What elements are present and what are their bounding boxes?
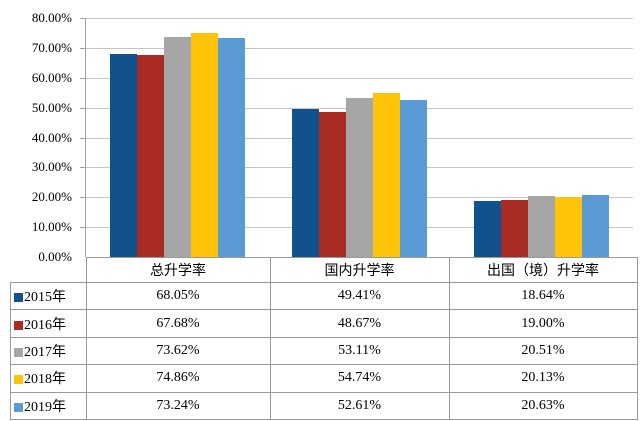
table-value-cell: 18.64% xyxy=(448,281,638,311)
bar-s2-c1 xyxy=(345,98,373,257)
table-row: 2015年 68.05% 49.41% 18.64% xyxy=(10,281,638,311)
y-axis-label: 10.00% xyxy=(31,219,72,235)
table-value-cell: 49.41% xyxy=(269,281,450,311)
bar-s1-c1 xyxy=(318,111,346,257)
axis-tick xyxy=(80,227,86,229)
table-value-cell: 68.05% xyxy=(85,281,271,311)
legend-series-label: 2018年 xyxy=(24,372,66,388)
y-axis-label: 40.00% xyxy=(31,129,72,145)
legend-swatch-icon xyxy=(14,293,23,303)
table-row: 2019年 73.24% 52.61% 20.63% xyxy=(10,391,638,421)
gridline xyxy=(86,77,633,79)
y-axis-label: 80.00% xyxy=(31,10,72,25)
legend-key-s0: 2015年 xyxy=(10,281,87,311)
table-row: 2018年 74.86% 54.74% 20.13% xyxy=(10,364,638,393)
table-corner-cell xyxy=(11,258,87,283)
bar-s1-c0 xyxy=(136,54,164,257)
table-value-cell: 48.67% xyxy=(269,309,450,338)
y-axis-label: 60.00% xyxy=(31,69,72,85)
bar-s1-c2 xyxy=(501,200,529,257)
table-value-cell: 67.68% xyxy=(85,309,271,338)
table-value-cell: 73.62% xyxy=(85,336,271,366)
bar-s3-c0 xyxy=(190,33,218,257)
axis-tick xyxy=(80,167,86,169)
gridline xyxy=(86,47,633,49)
axis-tick xyxy=(80,18,86,19)
y-axis-label: 0.00% xyxy=(38,249,72,264)
axis-tick xyxy=(80,137,86,139)
y-axis-label: 50.00% xyxy=(31,99,72,115)
legend-swatch-icon xyxy=(14,375,23,385)
gridline xyxy=(86,18,633,19)
table-row: 2017年 73.62% 53.11% 20.51% xyxy=(10,336,638,366)
table-value-cell: 20.51% xyxy=(448,336,638,366)
axis-tick xyxy=(80,197,86,199)
legend-key-s4: 2019年 xyxy=(10,391,87,421)
bar-s4-c2 xyxy=(582,195,610,257)
table-row: 2016年 67.68% 48.67% 19.00% xyxy=(10,309,638,338)
legend-swatch-icon xyxy=(14,320,23,330)
table-value-cell: 52.61% xyxy=(269,391,450,421)
legend-swatch-icon xyxy=(14,347,23,357)
table-value-cell: 20.63% xyxy=(448,391,638,421)
table-column-header: 出国（境）升学率 xyxy=(448,257,638,283)
bar-s2-c2 xyxy=(528,195,556,257)
legend-key-s3: 2018年 xyxy=(10,364,87,393)
table-value-cell: 20.13% xyxy=(448,364,638,393)
axis-tick xyxy=(80,77,86,79)
axis-tick xyxy=(80,107,86,109)
data-table: 总升学率 国内升学率 出国（境）升学率 2015年 68.05% 49.41% 18.64%… xyxy=(10,257,638,421)
y-axis-label: 30.00% xyxy=(31,159,72,175)
table-value-cell: 74.86% xyxy=(85,364,271,393)
y-axis-label: 70.00% xyxy=(31,39,72,55)
bar-s3-c2 xyxy=(555,196,583,257)
table-value-cell: 73.24% xyxy=(85,391,271,421)
axis-tick xyxy=(80,47,86,49)
legend-swatch-icon xyxy=(14,402,23,412)
bar-s4-c1 xyxy=(399,99,427,257)
bar-s0-c0 xyxy=(109,53,137,257)
table-value-cell: 53.11% xyxy=(269,336,450,366)
table-value-cell: 19.00% xyxy=(448,309,638,338)
bar-s3-c1 xyxy=(372,93,400,257)
bar-s4-c0 xyxy=(217,38,245,257)
bar-s0-c2 xyxy=(474,201,502,257)
legend-key-s1: 2016年 xyxy=(10,309,87,338)
bar-s0-c1 xyxy=(291,109,319,257)
table-value-cell: 54.74% xyxy=(269,364,450,393)
legend-key-s2: 2017年 xyxy=(10,336,87,366)
bar-s2-c0 xyxy=(163,37,191,257)
table-header-row: 总升学率 国内升学率 出国（境）升学率 xyxy=(11,257,638,283)
legend-series-label: 2017年 xyxy=(24,344,66,360)
y-axis-label: 20.00% xyxy=(31,189,72,205)
bar-group-c2 xyxy=(451,18,633,257)
table-column-header: 国内升学率 xyxy=(269,257,450,283)
legend-series-label: 2016年 xyxy=(24,317,66,333)
legend-series-label: 2019年 xyxy=(24,399,66,415)
table-column-header: 总升学率 xyxy=(85,257,271,283)
bar-group-c0 xyxy=(86,18,268,257)
plot-area xyxy=(80,18,633,257)
legend-series-label: 2015年 xyxy=(24,290,66,306)
bar-group-c1 xyxy=(268,18,450,257)
